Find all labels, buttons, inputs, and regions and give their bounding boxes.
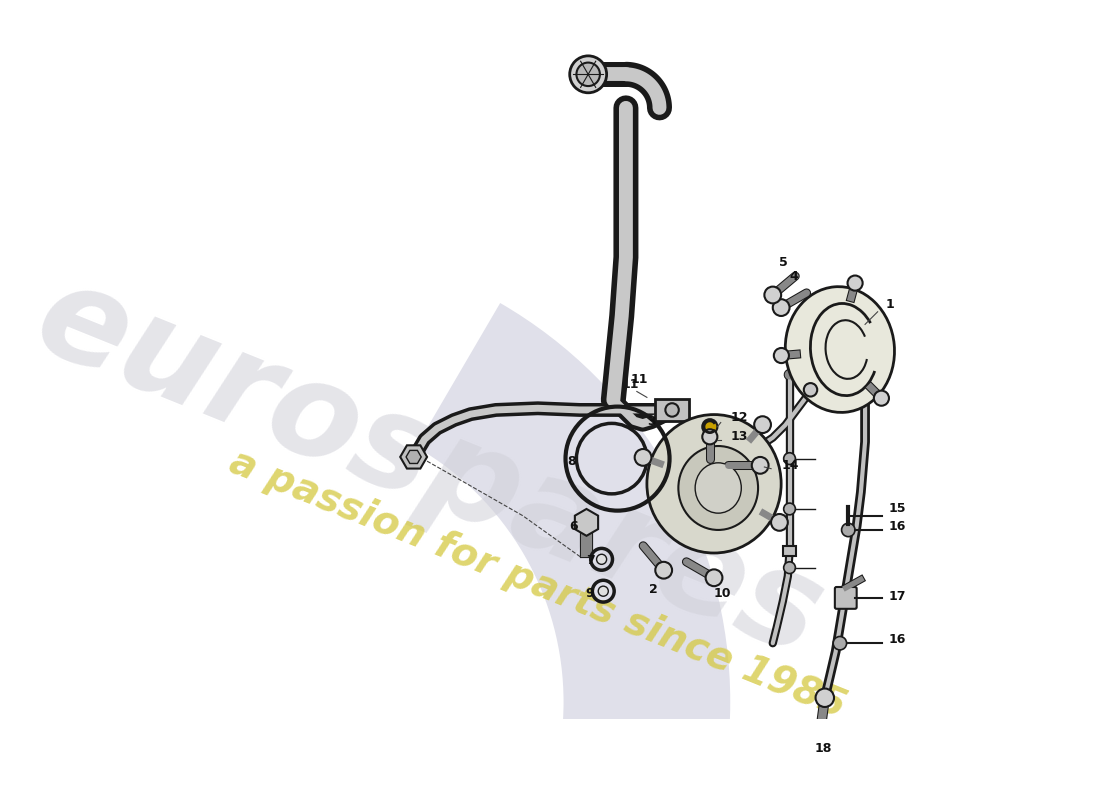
Circle shape <box>751 457 769 474</box>
Circle shape <box>764 286 781 303</box>
Circle shape <box>666 403 679 417</box>
Text: 1: 1 <box>886 298 894 310</box>
Circle shape <box>783 453 795 465</box>
Circle shape <box>783 562 795 574</box>
Text: 17: 17 <box>889 590 906 602</box>
Text: 2: 2 <box>649 583 658 596</box>
Circle shape <box>783 503 795 515</box>
Circle shape <box>773 348 789 363</box>
Text: 11: 11 <box>621 378 639 391</box>
Circle shape <box>635 449 651 466</box>
Circle shape <box>833 637 847 650</box>
Circle shape <box>873 390 889 406</box>
Circle shape <box>598 586 608 596</box>
Circle shape <box>702 430 717 444</box>
Circle shape <box>804 383 817 397</box>
FancyBboxPatch shape <box>835 587 857 609</box>
Text: 13: 13 <box>730 430 748 443</box>
Text: 15: 15 <box>889 502 906 515</box>
Ellipse shape <box>695 463 741 513</box>
Circle shape <box>771 514 788 530</box>
Circle shape <box>705 570 723 586</box>
FancyBboxPatch shape <box>656 399 689 421</box>
Text: 12: 12 <box>730 411 748 424</box>
Text: 11: 11 <box>630 373 648 386</box>
Text: a passion for parts since 1985: a passion for parts since 1985 <box>224 443 851 726</box>
Circle shape <box>815 689 834 707</box>
Text: 18: 18 <box>815 742 832 755</box>
Text: 14: 14 <box>781 458 799 472</box>
Ellipse shape <box>647 414 781 553</box>
Text: 6: 6 <box>570 520 579 533</box>
Text: 16: 16 <box>889 520 906 533</box>
Text: 10: 10 <box>714 587 732 600</box>
Text: 8: 8 <box>568 455 575 468</box>
Text: 3: 3 <box>647 415 656 428</box>
Circle shape <box>702 419 717 434</box>
Text: 7: 7 <box>585 554 594 566</box>
Circle shape <box>842 523 855 537</box>
FancyBboxPatch shape <box>783 546 796 556</box>
Circle shape <box>847 275 862 290</box>
Circle shape <box>656 562 672 578</box>
Text: 5: 5 <box>780 256 789 269</box>
Text: eurospares: eurospares <box>18 252 839 682</box>
Circle shape <box>773 299 790 316</box>
Text: 16: 16 <box>889 634 906 646</box>
Circle shape <box>570 56 606 93</box>
Text: 9: 9 <box>585 587 594 600</box>
Ellipse shape <box>785 286 894 413</box>
Circle shape <box>755 416 771 433</box>
Text: 4: 4 <box>790 270 799 283</box>
Circle shape <box>576 62 600 86</box>
Circle shape <box>596 554 606 564</box>
Ellipse shape <box>679 446 758 530</box>
